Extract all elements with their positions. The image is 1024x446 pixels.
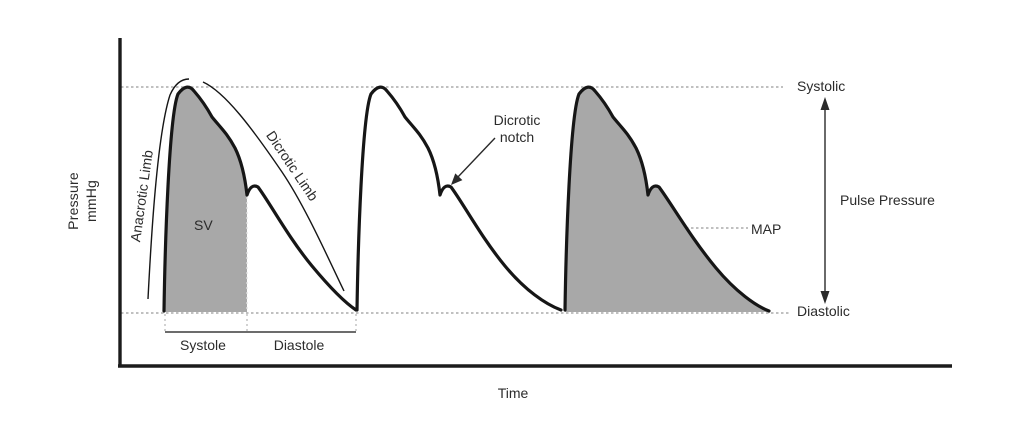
- y-axis-label-line1: Pressure: [65, 172, 81, 230]
- pulse-3-curve: [563, 85, 771, 313]
- pulse-pressure-arrow: [820, 97, 830, 304]
- diastole-label: Diastole: [273, 337, 325, 353]
- systolic-label: Systolic: [797, 78, 846, 94]
- y-axis-label-line2: mmHg: [83, 179, 99, 223]
- pulse-pressure-label: Pulse Pressure: [840, 192, 935, 208]
- pulse-1-curve: [162, 85, 358, 313]
- dicrotic-notch-arrow: [451, 137, 496, 185]
- sv-shaded-region: [164, 87, 247, 313]
- pulse-2-curve: [355, 85, 563, 312]
- dicrotic-notch-label-line2: notch: [499, 129, 535, 145]
- diastolic-label: Diastolic: [797, 303, 850, 319]
- systole-label: Systole: [180, 337, 226, 353]
- sv-label: SV: [194, 217, 213, 233]
- y-axis-label: Pressure mmHg: [64, 172, 100, 230]
- dicrotic-limb-line: [202, 81, 345, 292]
- x-axis-label: Time: [497, 385, 529, 401]
- dicrotic-notch-label-line1: Dicrotic: [493, 112, 541, 128]
- map-label: MAP: [751, 221, 782, 237]
- dicrotic-notch-label: Dicrotic notch: [494, 112, 541, 146]
- anacrotic-limb-line: [147, 78, 190, 300]
